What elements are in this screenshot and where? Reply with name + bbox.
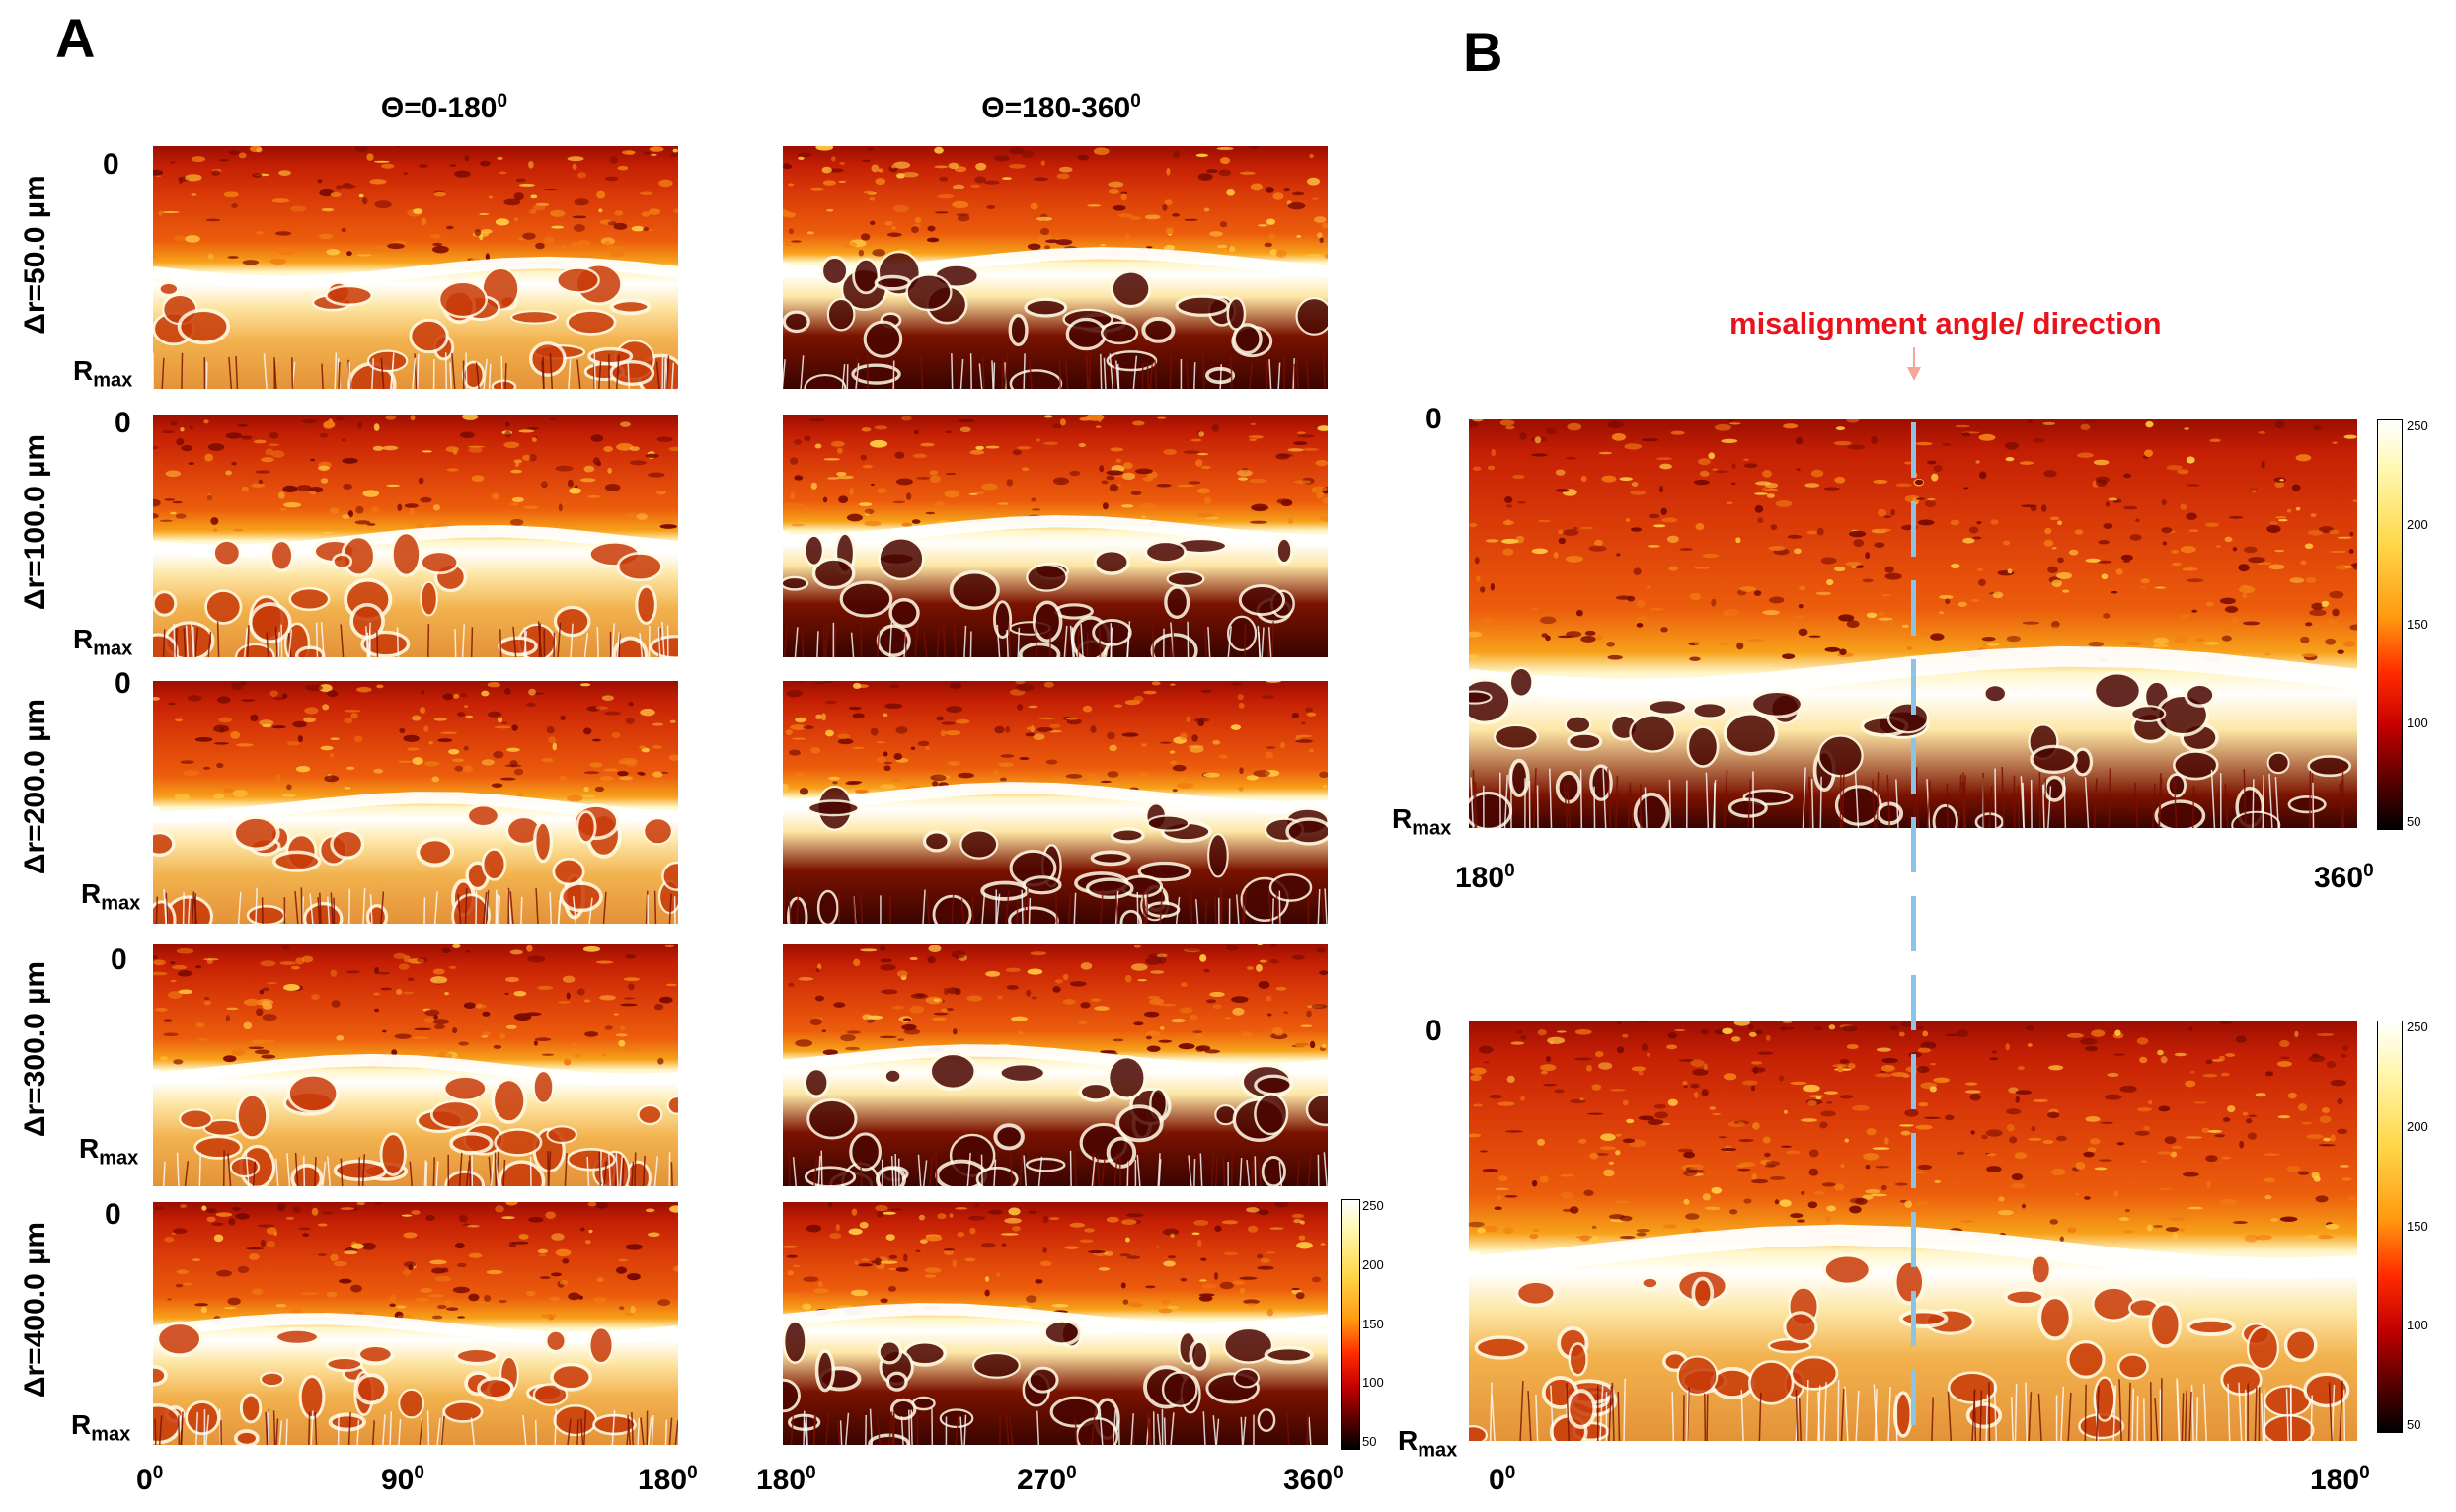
heatmap-a-row4-0-180 bbox=[153, 944, 678, 1186]
x-tick-90: 900 bbox=[381, 1463, 424, 1496]
heatmap-b-top-180-360-texture bbox=[1469, 419, 2357, 828]
b-bottom-zero-label: 0 bbox=[1425, 1015, 1442, 1047]
panel-a-letter: A bbox=[55, 7, 96, 69]
panel-a-colorbar bbox=[1341, 1199, 1360, 1450]
b-top-x-tick-180: 1800 bbox=[1455, 861, 1515, 894]
row-zero-label-2: 0 bbox=[115, 407, 131, 439]
row-zero-label-1: 0 bbox=[103, 148, 119, 181]
heatmap-a-row3-180-360-texture bbox=[783, 681, 1328, 924]
row-label-100: Δr=100.0 µm bbox=[19, 433, 51, 611]
heatmap-a-row5-0-180-texture bbox=[153, 1202, 678, 1445]
heatmap-a-row2-0-180 bbox=[153, 415, 678, 657]
x-tick-0: 00 bbox=[136, 1463, 164, 1496]
heatmap-a-row5-0-180 bbox=[153, 1202, 678, 1445]
row-rmax-label-1: Rmax bbox=[73, 355, 133, 392]
heatmap-a-row1-0-180-texture bbox=[153, 146, 678, 389]
row-zero-label-5: 0 bbox=[105, 1198, 121, 1231]
x-tick-180-right: 1800 bbox=[756, 1463, 816, 1496]
b-bottom-x-tick-0: 00 bbox=[1489, 1463, 1516, 1496]
heatmap-a-row2-0-180-texture bbox=[153, 415, 678, 657]
row-label-300: Δr=300.0 µm bbox=[19, 960, 51, 1138]
heatmap-a-row3-0-180 bbox=[153, 681, 678, 924]
row-label-400: Δr=400.0 µm bbox=[19, 1221, 51, 1399]
row-rmax-label-2: Rmax bbox=[73, 624, 133, 660]
heatmap-a-row1-0-180 bbox=[153, 146, 678, 389]
misalignment-annotation: misalignment angle/ direction bbox=[1729, 306, 2162, 340]
heatmap-a-row2-180-360 bbox=[783, 415, 1328, 657]
b-top-colorbar bbox=[2377, 419, 2403, 830]
panel-a-colorbar-ticks: 250 200 150 100 50 bbox=[1362, 1198, 1384, 1449]
row-rmax-label-3: Rmax bbox=[81, 878, 141, 915]
b-bottom-x-tick-180: 1800 bbox=[2310, 1463, 2370, 1496]
row-zero-label-3: 0 bbox=[115, 667, 131, 700]
b-bottom-rmax-label: Rmax bbox=[1398, 1425, 1458, 1462]
row-label-200: Δr=200.0 µm bbox=[19, 698, 51, 875]
misalignment-dashed-line bbox=[1911, 422, 1916, 1443]
heatmap-a-row2-180-360-texture bbox=[783, 415, 1328, 657]
annotation-arrow-line bbox=[1913, 347, 1915, 369]
heatmap-a-row5-180-360 bbox=[783, 1202, 1328, 1445]
b-top-colorbar-ticks: 250 200 150 100 50 bbox=[2407, 418, 2428, 829]
col-title-180-360: Θ=180-3600 bbox=[981, 91, 1141, 124]
x-tick-270: 2700 bbox=[1017, 1463, 1077, 1496]
row-label-50: Δr=50.0 µm bbox=[19, 175, 51, 335]
row-zero-label-4: 0 bbox=[111, 944, 127, 976]
heatmap-a-row4-180-360 bbox=[783, 944, 1328, 1186]
heatmap-a-row5-180-360-texture bbox=[783, 1202, 1328, 1445]
heatmap-a-row1-180-360-texture bbox=[783, 146, 1328, 389]
row-rmax-label-5: Rmax bbox=[71, 1409, 131, 1446]
b-top-rmax-label: Rmax bbox=[1392, 803, 1452, 840]
b-top-x-tick-360: 3600 bbox=[2314, 861, 2374, 894]
row-rmax-label-4: Rmax bbox=[79, 1133, 139, 1170]
b-bottom-colorbar-ticks: 250 200 150 100 50 bbox=[2407, 1020, 2428, 1432]
heatmap-a-row3-180-360 bbox=[783, 681, 1328, 924]
heatmap-a-row3-0-180-texture bbox=[153, 681, 678, 924]
panel-b-letter: B bbox=[1463, 21, 1503, 83]
heatmap-a-row4-180-360-texture bbox=[783, 944, 1328, 1186]
b-top-zero-label: 0 bbox=[1425, 403, 1442, 435]
heatmap-a-row4-0-180-texture bbox=[153, 944, 678, 1186]
annotation-arrow-head bbox=[1907, 367, 1921, 381]
heatmap-a-row1-180-360 bbox=[783, 146, 1328, 389]
x-tick-180-left: 1800 bbox=[638, 1463, 698, 1496]
heatmap-b-bottom-0-180-texture bbox=[1469, 1021, 2357, 1441]
x-tick-360: 3600 bbox=[1283, 1463, 1343, 1496]
col-title-0-180: Θ=0-1800 bbox=[380, 91, 508, 124]
b-bottom-colorbar bbox=[2377, 1021, 2403, 1433]
